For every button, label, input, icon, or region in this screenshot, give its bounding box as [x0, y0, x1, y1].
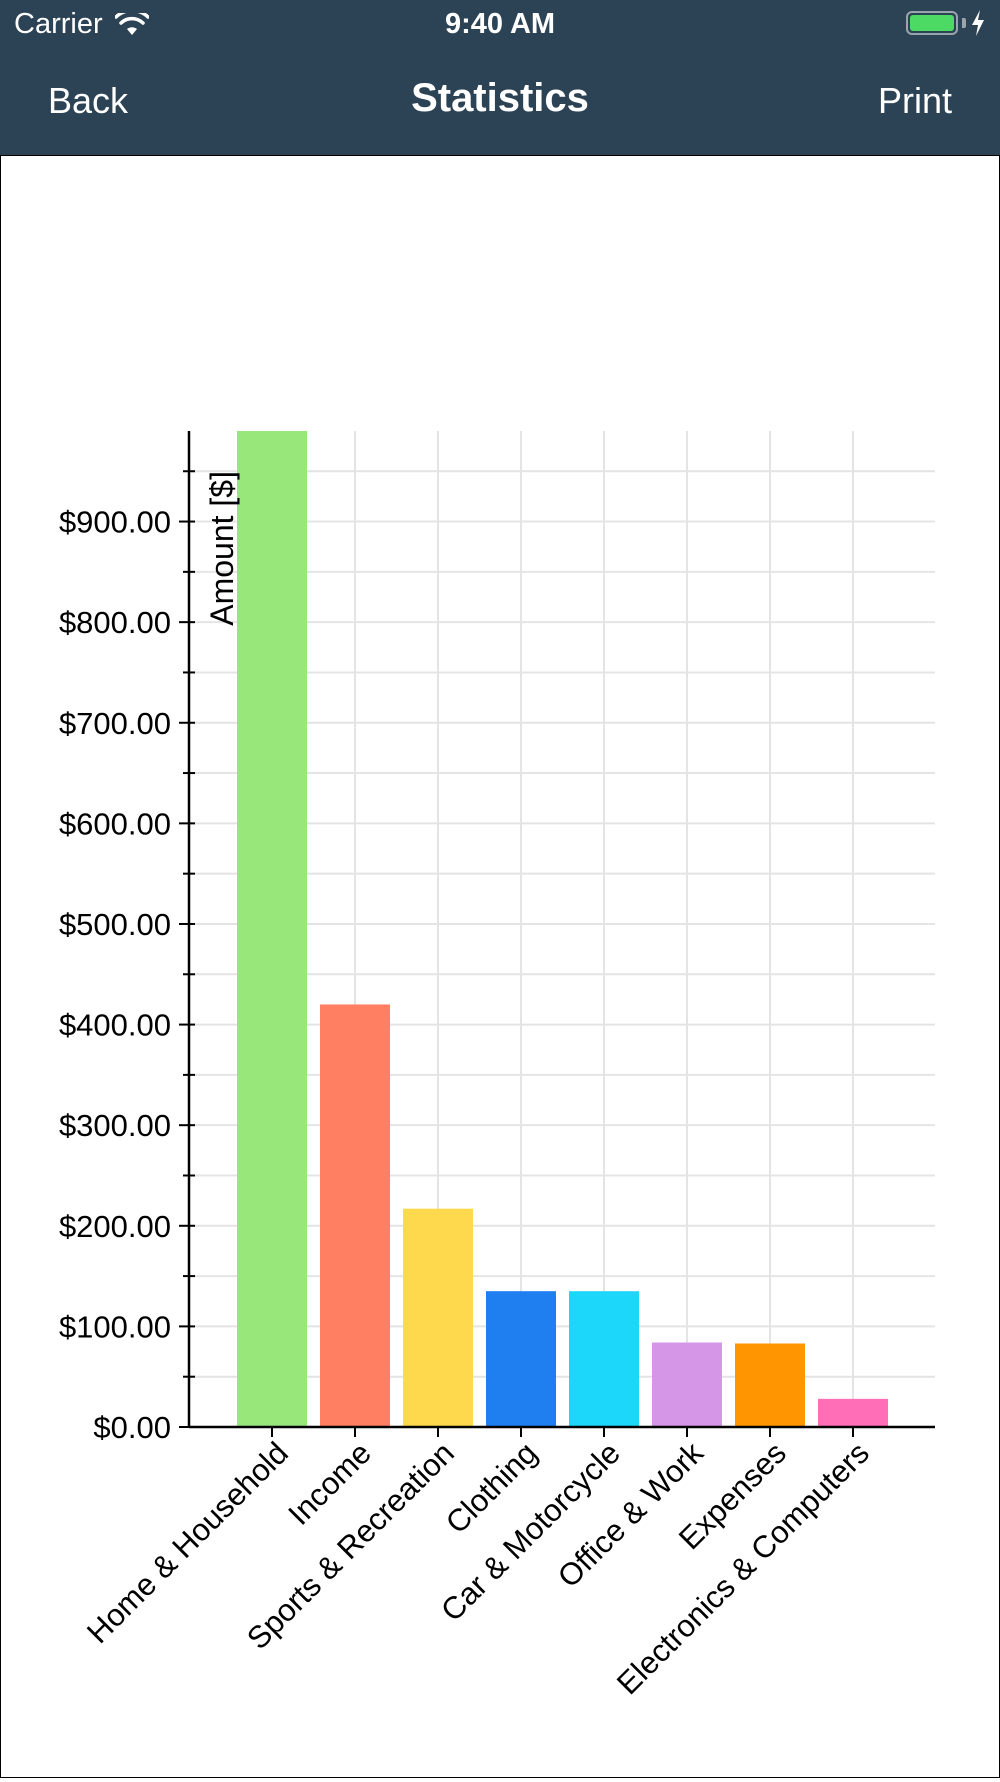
y-tick-label: $100.00: [59, 1309, 171, 1344]
bar-electronics-computers: [818, 1398, 888, 1427]
y-tick-label: $700.00: [59, 706, 171, 741]
back-button[interactable]: Back: [48, 80, 129, 121]
chart-bars: [237, 431, 888, 1427]
top-bar: Carrier 9:40 AM Back Statistics Print: [0, 0, 1000, 155]
y-tick-label: $900.00: [59, 505, 171, 540]
chart-axes: [179, 431, 935, 1437]
page-title: Statistics: [411, 76, 589, 120]
wifi-icon: [114, 12, 149, 35]
y-tick-labels: $0.00 $100.00 $200.00 $300.00 $400.00 $500.00…: [59, 505, 171, 1445]
print-button[interactable]: Print: [877, 80, 952, 121]
x-tick-label: Office & Work: [551, 1435, 711, 1595]
battery-level: [910, 15, 954, 31]
y-tick-label: $600.00: [59, 806, 171, 841]
y-tick-label: $800.00: [59, 605, 171, 640]
status-bar-left: Carrier: [14, 8, 149, 41]
chart-grid: [189, 431, 935, 1427]
y-tick-label: $300.00: [59, 1108, 171, 1143]
bar-chart: $0.00 $100.00 $200.00 $300.00 $400.00 $500.00…: [59, 431, 935, 1701]
bar-income: [320, 1004, 390, 1427]
bar-expenses: [735, 1343, 805, 1427]
charging-bolt-icon: [972, 10, 984, 36]
carrier-label: Carrier: [14, 8, 103, 40]
bar-sports-recreation: [403, 1208, 473, 1427]
y-tick-label: $200.00: [59, 1209, 171, 1244]
chart-container: $0.00 $100.00 $200.00 $300.00 $400.00 $500.00…: [0, 155, 1000, 1778]
y-tick-label: $400.00: [59, 1008, 171, 1043]
y-tick-label: $500.00: [59, 907, 171, 942]
bar-office-work: [652, 1342, 722, 1427]
status-time: 9:40 AM: [444, 8, 556, 40]
battery-icon: [906, 10, 986, 36]
y-tick-label: $0.00: [93, 1410, 171, 1445]
bar-car-motorcycle: [569, 1291, 639, 1427]
battery-cap: [962, 18, 966, 28]
bar-home-household: [237, 431, 307, 1427]
battery-body: [906, 11, 958, 35]
bar-clothing: [486, 1291, 556, 1427]
y-axis-label: Amount [$]: [204, 471, 240, 626]
